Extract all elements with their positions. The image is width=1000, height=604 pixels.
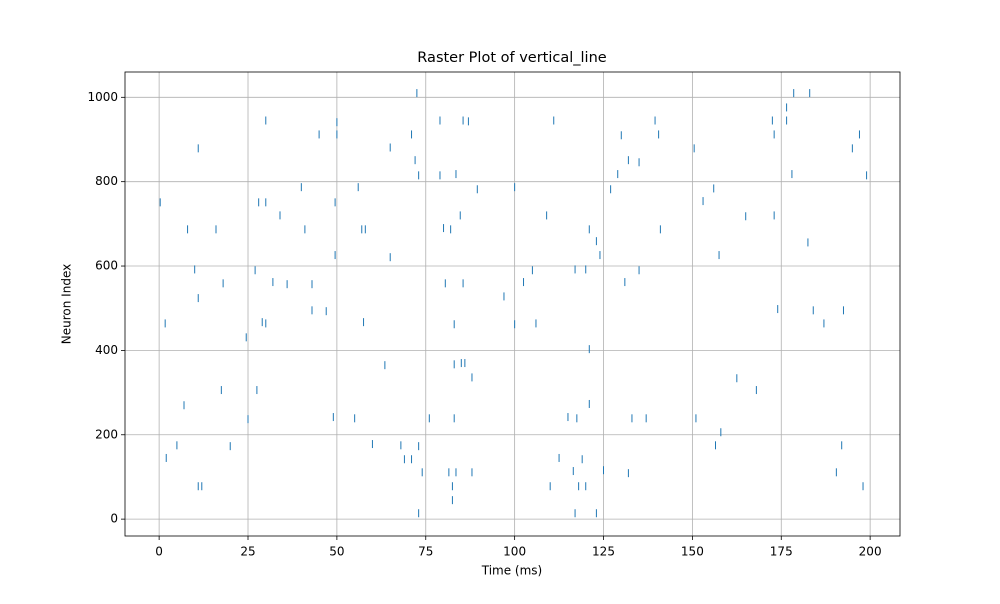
chart-title: Raster Plot of vertical_line	[417, 50, 606, 66]
y-axis-label: Neuron Index	[60, 264, 74, 344]
x-tick-label: 100	[503, 545, 526, 559]
y-tick-label: 600	[95, 259, 118, 273]
x-tick-label: 0	[155, 545, 163, 559]
x-tick-label: 200	[859, 545, 882, 559]
x-tick-label: 25	[240, 545, 255, 559]
y-tick-label: 0	[110, 512, 118, 526]
x-tick-label: 150	[681, 545, 704, 559]
x-tick-label: 125	[592, 545, 615, 559]
y-tick-label: 200	[95, 427, 118, 441]
x-tick-label: 175	[770, 545, 793, 559]
x-axis-label: Time (ms)	[481, 564, 543, 578]
plot-frame	[124, 71, 901, 537]
y-tick-label: 1000	[87, 90, 118, 104]
y-tick-label: 800	[95, 174, 118, 188]
y-tick-label: 400	[95, 343, 118, 357]
x-tick-label: 75	[418, 545, 433, 559]
x-tick-label: 50	[329, 545, 344, 559]
